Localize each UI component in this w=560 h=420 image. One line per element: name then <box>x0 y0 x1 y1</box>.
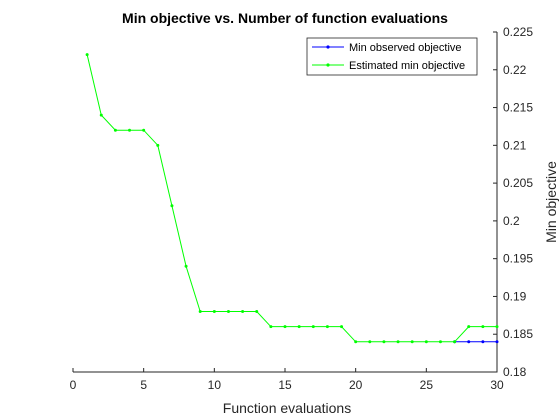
data-point <box>495 340 499 344</box>
data-point <box>113 128 117 132</box>
series-layer <box>85 53 499 344</box>
data-point <box>311 325 315 329</box>
data-point <box>382 340 386 344</box>
data-point <box>340 325 344 329</box>
legend-item-estimated-min: Estimated min objective <box>312 60 465 72</box>
y-tick-label: 0.205 <box>503 176 533 190</box>
data-point <box>269 325 273 329</box>
data-point <box>495 325 499 329</box>
data-point <box>481 325 485 329</box>
data-point <box>184 264 188 268</box>
y-tick-label: 0.185 <box>503 327 533 341</box>
legend-item-min-observed: Min observed objective <box>312 42 462 54</box>
plot-area: 0 5 10 15 20 25 30 0.180.1850.190.1950.20.2050… <box>70 25 534 392</box>
y-tick-label: 0.225 <box>503 25 533 39</box>
data-point <box>467 325 471 329</box>
x-tick-label: 30 <box>490 378 504 392</box>
legend-marker-min-observed <box>326 45 330 49</box>
legend-marker-estimated-min <box>326 63 330 67</box>
data-point <box>396 340 400 344</box>
data-point <box>354 340 358 344</box>
data-point <box>283 325 287 329</box>
legend-label-estimated-min: Estimated min objective <box>349 60 465 72</box>
data-point <box>424 340 428 344</box>
legend-label-min-observed: Min observed objective <box>349 42 462 54</box>
y-tick-label: 0.21 <box>503 138 527 152</box>
data-point <box>241 310 245 314</box>
x-axis: 0 5 10 15 20 25 30 <box>70 368 504 392</box>
x-axis-title: Function evaluations <box>223 400 351 416</box>
data-point <box>255 310 259 314</box>
data-point <box>198 310 202 314</box>
data-point <box>467 340 471 344</box>
data-point <box>85 53 89 57</box>
data-point <box>156 143 160 147</box>
series-line-1 <box>86 54 497 343</box>
x-tick-label: 25 <box>420 378 434 392</box>
y-tick-label: 0.195 <box>503 252 533 266</box>
x-tick-label: 15 <box>278 378 292 392</box>
data-point <box>226 310 230 314</box>
x-tick-label: 5 <box>140 378 147 392</box>
data-point <box>128 128 132 132</box>
legend: Min observed objective Estimated min obj… <box>306 37 478 76</box>
y-axis: 0.18 0.185 0.19 0.195 0.2 0.205 0.21 0.215 0.22 0… <box>493 25 533 379</box>
data-point <box>368 340 372 344</box>
x-tick-label: 20 <box>349 378 363 392</box>
data-point <box>410 340 414 344</box>
data-point <box>297 325 301 329</box>
y-tick-label: 0.19 <box>503 289 527 303</box>
y-tick-label: 0.22 <box>503 63 527 77</box>
data-point <box>99 113 103 117</box>
data-point <box>453 340 457 344</box>
data-point <box>212 310 216 314</box>
y-tick-label: 0.18 <box>503 365 527 379</box>
y-axis-title: Min objective <box>543 161 559 243</box>
data-point <box>325 325 329 329</box>
y-tick-label: 0.215 <box>503 101 533 115</box>
series-1 <box>85 53 499 344</box>
chart-title: Min objective vs. Number of function eva… <box>122 10 448 26</box>
x-tick-label: 10 <box>208 378 222 392</box>
x-tick-label: 0 <box>70 378 77 392</box>
legend-box <box>306 37 478 76</box>
data-point <box>170 204 174 208</box>
y-tick-label: 0.2 <box>503 214 520 228</box>
data-point <box>438 340 442 344</box>
data-point <box>481 340 485 344</box>
data-point <box>142 128 146 132</box>
